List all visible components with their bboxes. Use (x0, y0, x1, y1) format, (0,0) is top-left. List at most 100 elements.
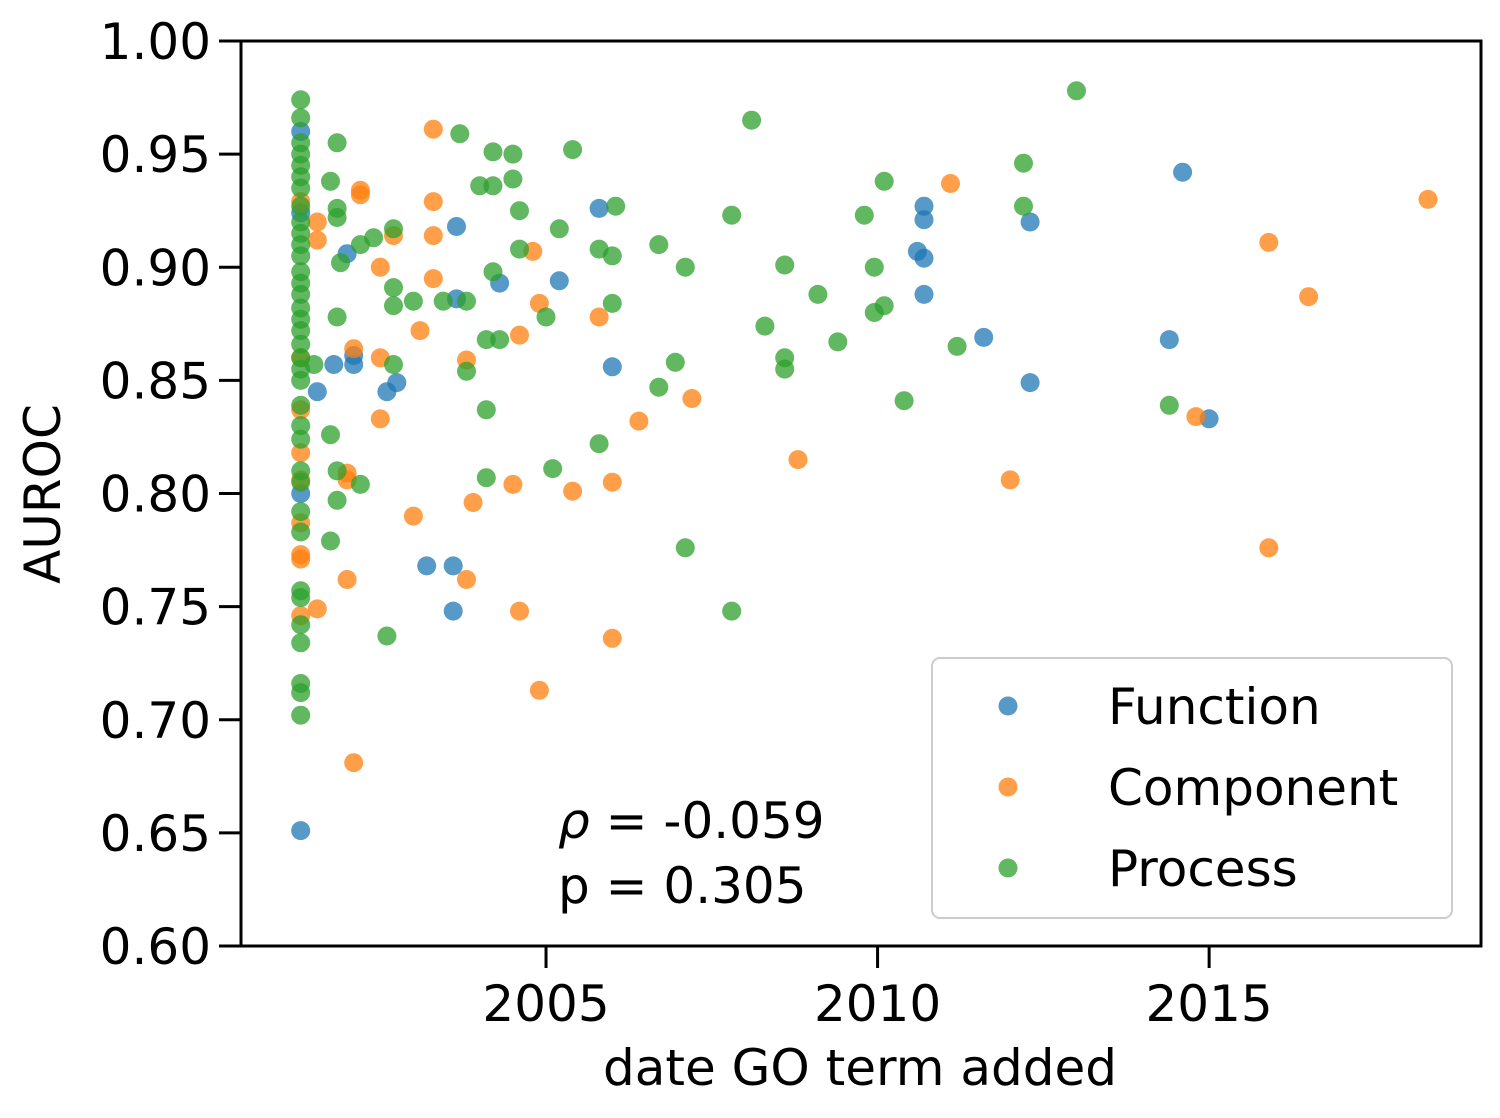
point-process (755, 316, 775, 336)
point-process (291, 108, 311, 128)
point-process (291, 334, 311, 354)
point-process (291, 502, 311, 522)
point-component (510, 325, 529, 345)
point-process (291, 705, 311, 725)
y-tick-label: 0.75 (100, 579, 211, 637)
point-process (327, 133, 347, 153)
point-process (503, 144, 523, 164)
y-tick-label: 0.65 (100, 805, 211, 863)
point-component (423, 119, 443, 139)
point-component (350, 185, 370, 205)
y-axis-label: AUROC (14, 404, 72, 584)
point-process (563, 140, 583, 160)
point-component (602, 472, 622, 492)
point-component (788, 450, 808, 470)
point-process (321, 425, 340, 445)
point-process (327, 461, 347, 481)
point-component (629, 411, 649, 431)
point-process (291, 615, 311, 635)
point-process (665, 352, 685, 372)
rho-annotation: ρ = -0.059 (558, 792, 825, 850)
x-tick-label: 2010 (814, 975, 941, 1033)
point-function (1173, 162, 1193, 182)
point-function (974, 327, 994, 347)
point-process (476, 330, 496, 350)
point-process (304, 355, 324, 374)
point-process (536, 307, 556, 327)
point-process (722, 205, 742, 225)
y-tick-label: 0.90 (100, 239, 211, 297)
point-component (307, 599, 327, 619)
point-process (327, 490, 347, 510)
point-process (291, 370, 311, 390)
point-component (344, 753, 364, 773)
y-tick-label: 0.60 (100, 918, 211, 976)
point-component (563, 481, 583, 501)
point-process (377, 626, 397, 646)
point-process (854, 205, 874, 225)
point-process (675, 257, 695, 277)
point-process (476, 400, 496, 420)
point-function (1020, 373, 1040, 393)
point-function (914, 284, 934, 304)
point-process (1067, 81, 1086, 101)
rho-value: = -0.059 (590, 792, 825, 850)
point-component (307, 212, 327, 232)
point-process (1159, 395, 1179, 415)
point-component (291, 443, 311, 463)
point-component (370, 257, 390, 277)
y-axis: 0.60 0.65 0.70 0.75 0.80 0.85 0.90 0.95 1.00 (100, 13, 241, 976)
point-process (483, 142, 503, 162)
point-process (291, 472, 311, 492)
point-process (291, 284, 311, 304)
point-process (602, 293, 622, 313)
point-process (331, 253, 350, 273)
legend-label-process: Process (1108, 840, 1298, 898)
y-tick-label: 0.80 (100, 466, 211, 524)
point-process (549, 219, 569, 239)
point-function (443, 556, 463, 576)
point-component (423, 269, 443, 289)
x-tick-label: 2005 (482, 975, 609, 1033)
point-function (914, 210, 934, 230)
point-process (433, 291, 453, 311)
points-layer (291, 81, 1438, 841)
point-process (384, 296, 403, 316)
point-process (675, 538, 695, 558)
point-component (529, 680, 549, 700)
legend-label-component: Component (1108, 759, 1398, 817)
point-process (291, 246, 311, 266)
point-process (350, 474, 370, 494)
point-component (457, 570, 476, 589)
y-tick-label: 1.00 (100, 13, 211, 71)
point-process (606, 196, 626, 216)
legend-marker-component (998, 777, 1018, 797)
point-function (549, 271, 569, 291)
legend: Function Component Process (931, 657, 1453, 919)
x-tick-label: 2015 (1146, 975, 1273, 1033)
point-component (1259, 538, 1279, 558)
point-component (423, 192, 443, 212)
y-tick-label: 0.85 (100, 352, 211, 410)
point-process (874, 171, 894, 191)
point-process (808, 284, 828, 304)
point-process (775, 359, 795, 379)
point-process (543, 459, 563, 479)
point-process (828, 332, 848, 352)
point-process (483, 176, 503, 196)
point-component (682, 389, 702, 408)
point-component (463, 493, 483, 512)
point-process (589, 434, 609, 454)
point-process (864, 257, 884, 277)
stats-annotation: ρ = -0.059 p = 0.305 (558, 792, 825, 915)
point-component (1299, 287, 1319, 307)
point-function (447, 217, 466, 236)
x-axis-label: date GO term added (603, 1039, 1117, 1097)
point-function (443, 601, 463, 621)
point-function (417, 556, 437, 576)
point-process (874, 296, 894, 316)
point-component (337, 570, 357, 589)
point-process (602, 246, 622, 266)
